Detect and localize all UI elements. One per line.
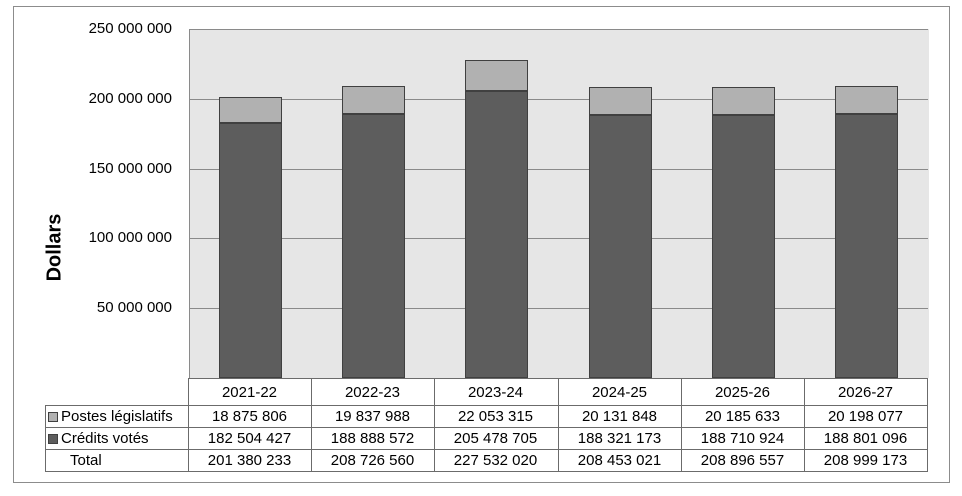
legend-key-icon (48, 433, 58, 444)
table-border-horizontal (45, 427, 928, 428)
y-axis-tick-label: 250 000 000 (88, 20, 172, 37)
table-row-label: Crédits votés (45, 428, 188, 449)
table-border-vertical (434, 378, 435, 471)
table-cell-value: 182 504 427 (207, 430, 292, 447)
table-row-label: Total (45, 450, 188, 471)
y-axis-title-text: Dollars (43, 213, 66, 281)
table-header-year: 2023-24 (467, 383, 524, 401)
table-cell-value: 20 131 848 (581, 408, 658, 425)
bar-segment-postes-legislatifs (589, 87, 652, 115)
bar-segment-credits-votes (342, 114, 405, 378)
table-cell-value: 188 888 572 (330, 430, 415, 447)
bar-segment-postes-legislatifs (835, 86, 898, 114)
table-row-label-text: Total (70, 452, 102, 469)
table-cell-value: 20 185 633 (704, 408, 781, 425)
table-cell-value: 208 453 021 (577, 452, 662, 469)
table-row-label: Postes législatifs (45, 406, 188, 427)
bar-segment-credits-votes (589, 115, 652, 378)
chart-frame: Dollars 250 000 000 200 000 000 150 000 00… (13, 6, 950, 483)
table-cell-value: 201 380 233 (207, 452, 292, 469)
bar-segment-credits-votes (219, 123, 282, 378)
y-axis-tick-label: 200 000 000 (88, 90, 172, 107)
table-cell-value: 19 837 988 (334, 408, 411, 425)
y-axis-tick-label: 50 000 000 (96, 299, 172, 316)
table-cell-value: 188 801 096 (823, 430, 908, 447)
table-cell-value: 227 532 020 (453, 452, 538, 469)
bar-segment-credits-votes (835, 114, 898, 378)
bar-segment-credits-votes (712, 115, 775, 378)
bar-segment-postes-legislatifs (712, 87, 775, 115)
y-axis-tick-label: 150 000 000 (88, 160, 172, 177)
table-row-label-text: Postes législatifs (61, 408, 173, 425)
legend-key-icon (48, 411, 58, 422)
table-header-year: 2024-25 (591, 383, 648, 401)
table-border-vertical (188, 378, 189, 471)
y-axis-tick-label: 100 000 000 (88, 229, 172, 246)
bar-segment-credits-votes (465, 91, 528, 378)
table-cell-value: 22 053 315 (457, 408, 534, 425)
plot-area (189, 29, 929, 378)
gridline (189, 308, 928, 309)
table-header-year: 2022-23 (344, 383, 401, 401)
bar-segment-postes-legislatifs (342, 86, 405, 114)
y-axis-title: Dollars (42, 182, 68, 312)
table-border-horizontal (45, 405, 928, 406)
table-border-horizontal (45, 449, 928, 450)
table-header-year: 2025-26 (714, 383, 771, 401)
table-border-vertical (681, 378, 682, 471)
gridline (189, 169, 928, 170)
table-cell-value: 208 999 173 (823, 452, 908, 469)
bar-segment-postes-legislatifs (219, 97, 282, 123)
table-cell-value: 205 478 705 (453, 430, 538, 447)
table-cell-value: 188 321 173 (577, 430, 662, 447)
table-border-vertical (311, 378, 312, 471)
table-border-vertical (45, 405, 46, 471)
table-cell-value: 208 896 557 (700, 452, 785, 469)
gridline (189, 99, 928, 100)
table-border-vertical (558, 378, 559, 471)
bar-segment-postes-legislatifs (465, 60, 528, 91)
gridline (189, 29, 928, 30)
table-cell-value: 208 726 560 (330, 452, 415, 469)
table-border-vertical (927, 378, 928, 471)
table-cell-value: 20 198 077 (827, 408, 904, 425)
gridline (189, 238, 928, 239)
table-row-label-text: Crédits votés (61, 430, 149, 447)
table-header-year: 2026-27 (837, 383, 894, 401)
table-cell-value: 188 710 924 (700, 430, 785, 447)
table-cell-value: 18 875 806 (211, 408, 288, 425)
table-border-vertical (804, 378, 805, 471)
table-border-horizontal (45, 471, 928, 472)
table-header-year: 2021-22 (221, 383, 278, 401)
